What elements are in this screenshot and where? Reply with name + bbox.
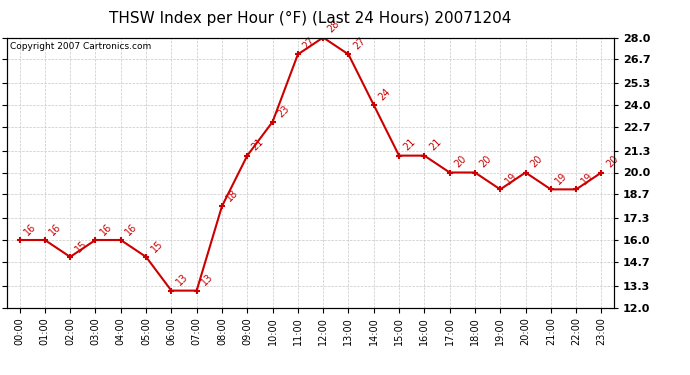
Text: THSW Index per Hour (°F) (Last 24 Hours) 20071204: THSW Index per Hour (°F) (Last 24 Hours)…: [109, 11, 512, 26]
Text: 27: 27: [301, 36, 317, 52]
Text: 13: 13: [199, 272, 215, 288]
Text: 27: 27: [351, 36, 367, 52]
Text: 24: 24: [377, 86, 393, 102]
Text: 15: 15: [149, 238, 165, 254]
Text: 20: 20: [604, 154, 620, 170]
Text: 20: 20: [453, 154, 469, 170]
Text: 19: 19: [579, 171, 595, 187]
Text: 16: 16: [98, 222, 114, 237]
Text: 21: 21: [402, 137, 417, 153]
Text: 19: 19: [503, 171, 519, 187]
Text: 16: 16: [48, 222, 63, 237]
Text: 19: 19: [553, 171, 569, 187]
Text: 18: 18: [225, 188, 240, 204]
Text: 16: 16: [124, 222, 139, 237]
Text: 13: 13: [174, 272, 190, 288]
Text: 23: 23: [275, 103, 291, 119]
Text: 16: 16: [22, 222, 38, 237]
Text: Copyright 2007 Cartronics.com: Copyright 2007 Cartronics.com: [10, 42, 151, 51]
Text: 20: 20: [529, 154, 544, 170]
Text: 28: 28: [326, 19, 342, 35]
Text: 21: 21: [427, 137, 443, 153]
Text: 21: 21: [250, 137, 266, 153]
Text: 20: 20: [477, 154, 493, 170]
Text: 15: 15: [73, 238, 89, 254]
